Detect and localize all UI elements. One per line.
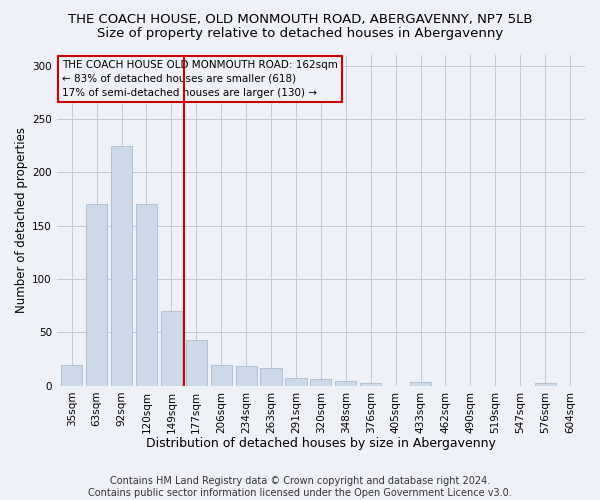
Y-axis label: Number of detached properties: Number of detached properties: [15, 128, 28, 314]
Bar: [161, 311, 182, 386]
Text: Contains HM Land Registry data © Crown copyright and database right 2024.
Contai: Contains HM Land Registry data © Crown c…: [88, 476, 512, 498]
Bar: [236, 366, 257, 386]
Bar: [360, 382, 382, 386]
Bar: [61, 364, 82, 386]
X-axis label: Distribution of detached houses by size in Abergavenny: Distribution of detached houses by size …: [146, 437, 496, 450]
Bar: [136, 204, 157, 386]
Bar: [535, 382, 556, 386]
Bar: [260, 368, 281, 386]
Text: Size of property relative to detached houses in Abergavenny: Size of property relative to detached ho…: [97, 28, 503, 40]
Bar: [335, 380, 356, 386]
Bar: [211, 364, 232, 386]
Text: THE COACH HOUSE, OLD MONMOUTH ROAD, ABERGAVENNY, NP7 5LB: THE COACH HOUSE, OLD MONMOUTH ROAD, ABER…: [68, 12, 532, 26]
Text: THE COACH HOUSE OLD MONMOUTH ROAD: 162sqm
← 83% of detached houses are smaller (: THE COACH HOUSE OLD MONMOUTH ROAD: 162sq…: [62, 60, 338, 98]
Bar: [310, 380, 331, 386]
Bar: [286, 378, 307, 386]
Bar: [86, 204, 107, 386]
Bar: [186, 340, 207, 386]
Bar: [111, 146, 132, 386]
Bar: [410, 382, 431, 386]
